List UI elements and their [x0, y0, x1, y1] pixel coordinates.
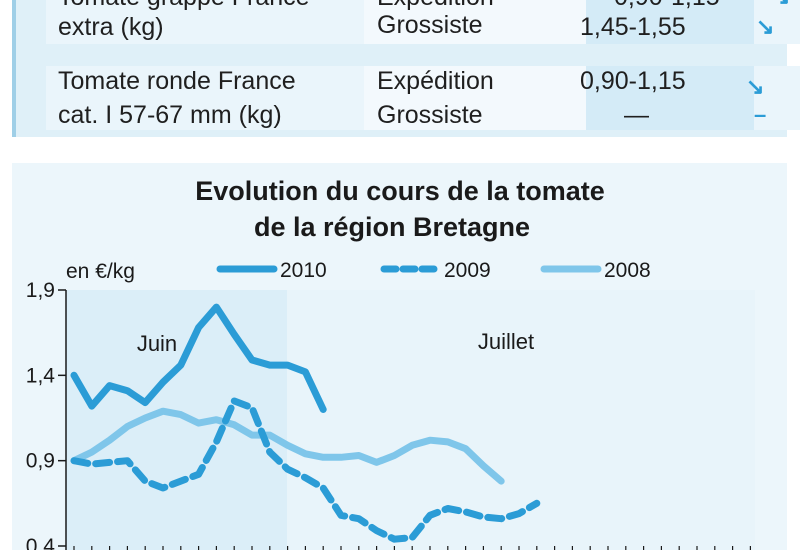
trend-flat-icon: –	[754, 102, 767, 127]
table-row: Tomate grappe France extra (kg) Expéditi…	[46, 0, 800, 44]
market-expedition: Expédition	[377, 0, 494, 14]
product-name: Tomate grappe France	[58, 0, 310, 14]
legend-label-2010: 2010	[280, 259, 327, 282]
legend-label-2008: 2008	[604, 259, 651, 282]
market-grossiste: Grossiste	[377, 11, 483, 39]
table-row: Tomate ronde France cat. I 57-67 mm (kg)…	[46, 66, 800, 130]
july-period-band	[287, 290, 755, 550]
chart-series	[70, 303, 541, 543]
price-expedition: 0,90-1,15	[614, 0, 720, 14]
price-cell	[586, 66, 754, 130]
period-label-june: Juin	[137, 331, 177, 356]
y-axis-ticks: 1,9 1,4 0,9 0,4	[26, 279, 66, 555]
x-axis-ticks	[73, 546, 752, 550]
series-line-2008	[70, 407, 505, 485]
y-tick-label: 1,9	[26, 279, 55, 302]
market-cell	[364, 66, 586, 130]
chart-title-line2: de la région Bretagne	[254, 212, 530, 242]
y-tick-label: 0,9	[26, 450, 55, 473]
trend-cell	[754, 66, 800, 130]
trend-down-icon: ↘	[746, 74, 765, 99]
price-grossiste: 1,45-1,55	[580, 13, 686, 41]
price-grossiste: —	[624, 101, 649, 129]
y-axis-unit-label: en €/kg	[66, 260, 135, 283]
product-cell	[46, 66, 329, 130]
chart-legend: 2010 2009 2008	[216, 259, 651, 282]
price-cell	[586, 0, 754, 44]
market-grossiste: Grossiste	[377, 101, 483, 129]
product-name-detail: cat. I 57-67 mm (kg)	[58, 101, 282, 129]
price-chart: Evolution du cours de la tomate de la ré…	[12, 163, 787, 555]
table-accent-bar	[12, 0, 16, 137]
price-expedition: 0,90-1,15	[580, 67, 686, 95]
product-cell	[46, 0, 329, 44]
series-line-2010	[70, 303, 327, 413]
trend-down-icon: ↘	[756, 14, 775, 39]
trend-down-icon: ↘	[772, 0, 790, 10]
price-chart-svg: Evolution du cours de la tomate de la ré…	[26, 176, 755, 555]
y-tick-label: 1,4	[26, 364, 56, 387]
price-table: Tomate grappe France extra (kg) Expéditi…	[12, 0, 800, 137]
period-label-july: Juillet	[478, 329, 534, 354]
product-name: Tomate ronde France	[58, 67, 296, 95]
y-tick-label: 0,4	[26, 535, 56, 550]
legend-label-2009: 2009	[444, 259, 491, 282]
product-name-detail: extra (kg)	[58, 13, 164, 41]
market-cell	[364, 0, 586, 44]
market-expedition: Expédition	[377, 67, 494, 95]
trend-cell	[754, 0, 800, 44]
june-period-band	[66, 290, 287, 550]
chart-title-line1: Evolution du cours de la tomate	[195, 176, 605, 206]
series-line-2009	[70, 397, 541, 543]
